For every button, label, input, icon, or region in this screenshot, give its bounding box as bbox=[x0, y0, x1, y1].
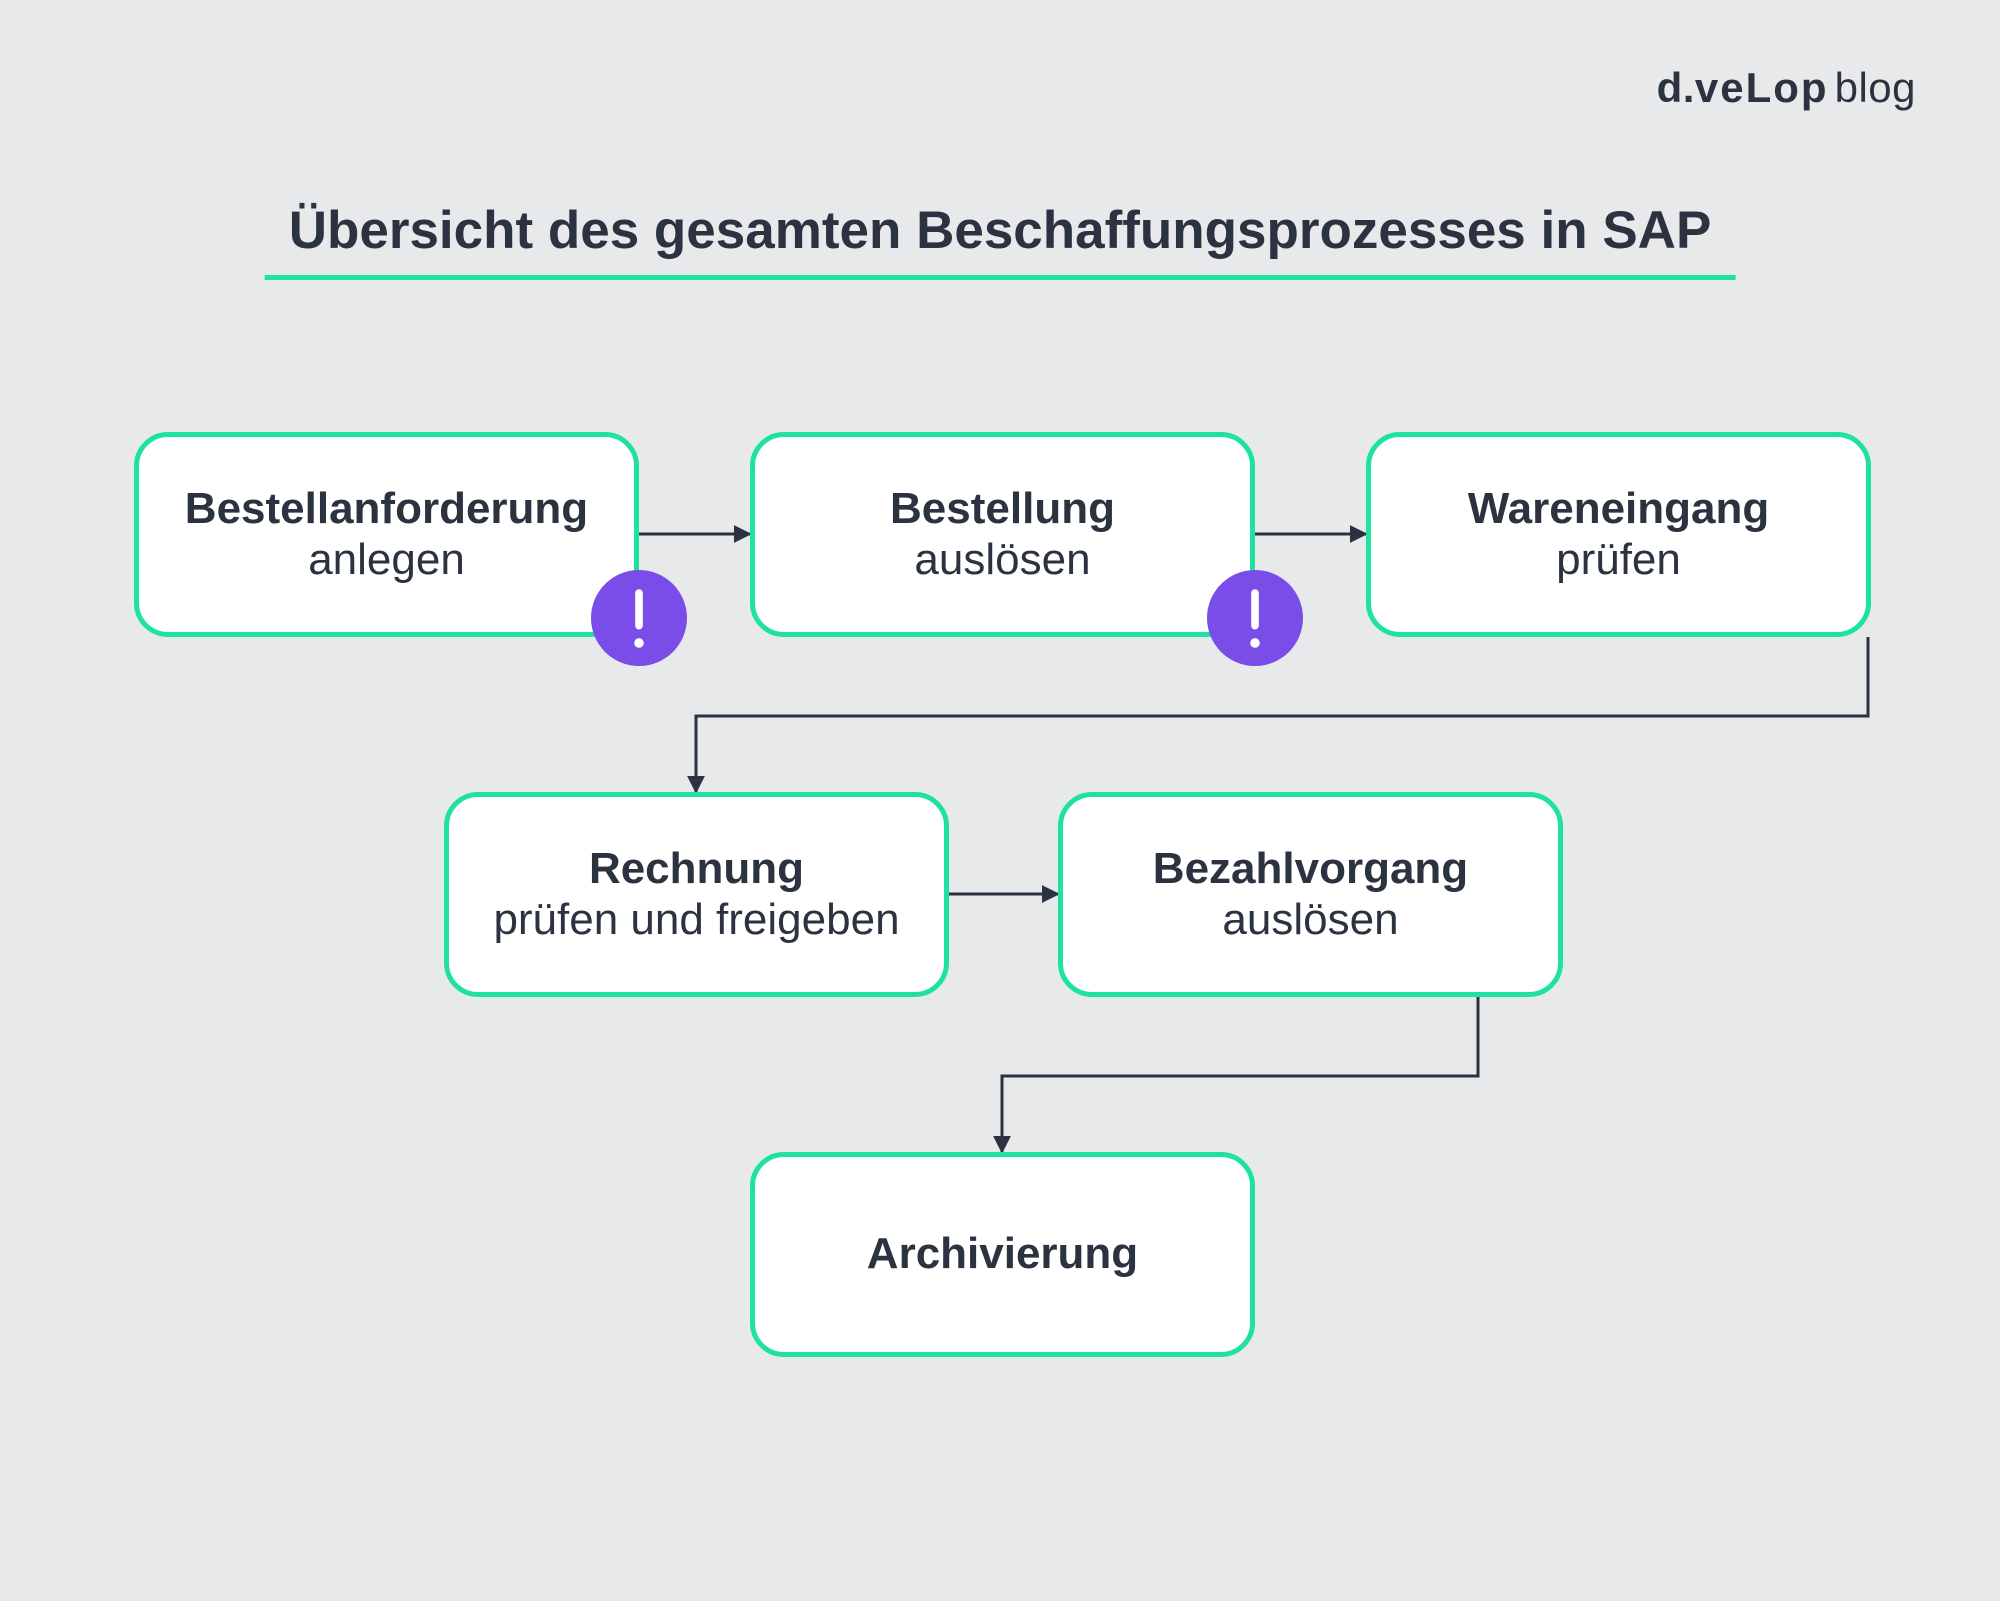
node-title: Bestellung bbox=[890, 484, 1115, 535]
diagram-title: Übersicht des gesamten Beschaffungsproze… bbox=[265, 200, 1736, 280]
node-title: Rechnung bbox=[589, 844, 804, 895]
flow-node-n3: Wareneingangprüfen bbox=[1366, 432, 1871, 637]
flow-node-n1: Bestellanforderunganlegen bbox=[134, 432, 639, 637]
exclamation-icon bbox=[1207, 570, 1303, 666]
brand-blog: blog bbox=[1835, 64, 1916, 111]
node-title: Wareneingang bbox=[1468, 484, 1770, 535]
flow-node-n2: Bestellungauslösen bbox=[750, 432, 1255, 637]
flow-node-n6: Archivierung bbox=[750, 1152, 1255, 1357]
title-container: Übersicht des gesamten Beschaffungsproze… bbox=[265, 200, 1736, 280]
node-subtitle: auslösen bbox=[914, 535, 1090, 586]
node-subtitle: anlegen bbox=[308, 535, 465, 586]
flow-edge-e56 bbox=[1002, 997, 1478, 1152]
brand-part2: veLop bbox=[1695, 64, 1829, 111]
node-title: Archivierung bbox=[867, 1229, 1138, 1280]
node-subtitle: prüfen und freigeben bbox=[493, 895, 899, 946]
node-subtitle: auslösen bbox=[1222, 895, 1398, 946]
node-subtitle: prüfen bbox=[1556, 535, 1681, 586]
flow-node-n5: Bezahlvorgangauslösen bbox=[1058, 792, 1563, 997]
brand-logo: d.veLopblog bbox=[1657, 64, 1916, 112]
brand-part1: d. bbox=[1657, 64, 1695, 111]
node-title: Bezahlvorgang bbox=[1153, 844, 1468, 895]
node-title: Bestellanforderung bbox=[185, 484, 588, 535]
alert-badge bbox=[1207, 570, 1303, 666]
diagram-canvas: d.veLopblog Übersicht des gesamten Besch… bbox=[0, 0, 2000, 1601]
exclamation-icon bbox=[591, 570, 687, 666]
flow-node-n4: Rechnungprüfen und freigeben bbox=[444, 792, 949, 997]
alert-badge bbox=[591, 570, 687, 666]
